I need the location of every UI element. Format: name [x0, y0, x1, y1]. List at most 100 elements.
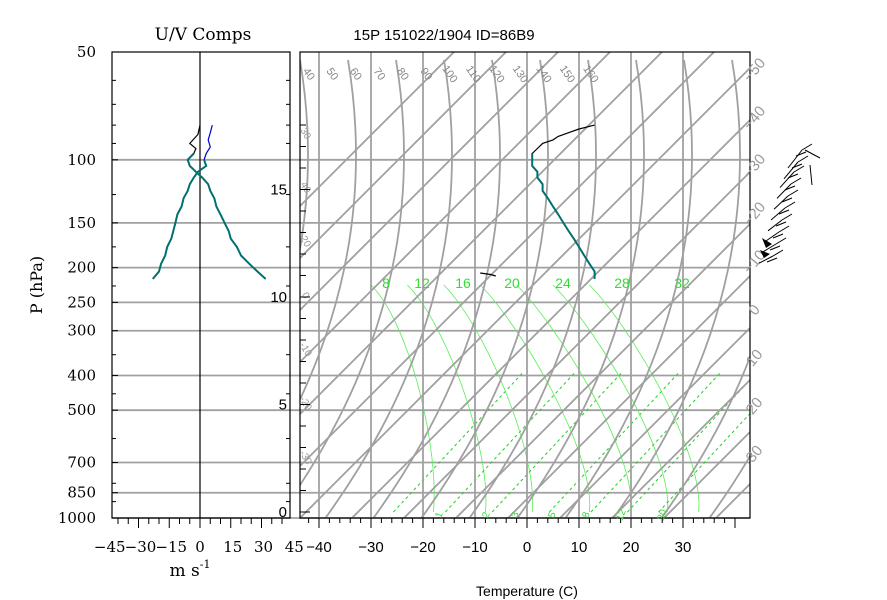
wind-barb-shaft	[779, 171, 795, 188]
wind-barb-feather	[790, 177, 802, 185]
wind-barb-feather	[801, 143, 813, 151]
skewed-isotherm	[300, 52, 559, 312]
mixing-ratio-dashed-line	[549, 371, 680, 513]
uv-y-tick-label: 150	[67, 214, 96, 232]
mixing-ratio-dashed-line	[627, 379, 750, 513]
skewt-x-tick-label: −20	[410, 539, 435, 556]
skewt-x-tick-label: −30	[358, 539, 383, 556]
wind-barb-feather	[787, 189, 799, 197]
skewt-x-tick-label: −40	[306, 539, 331, 556]
theta-label: 160	[580, 63, 600, 85]
height-tick-label: 5	[279, 397, 287, 414]
wind-barb-feather	[809, 164, 813, 186]
skewed-isotherm	[663, 430, 750, 518]
uv-x-tick-label: 30	[254, 538, 273, 556]
uv-grid	[112, 158, 750, 519]
wind-barb-feather	[804, 149, 821, 159]
uv-x-tick-label: 0	[195, 538, 205, 556]
uv-x-tick-label: 15	[223, 538, 242, 556]
isotherm-label: 20	[743, 394, 767, 418]
skewt-x-tick-label: 30	[675, 539, 692, 556]
skewt-plot-area	[36, 52, 750, 520]
uv-y-tick-label: 500	[67, 401, 96, 419]
wind-barb-shaft	[770, 207, 786, 221]
uv-y-tick-label: 250	[67, 293, 96, 311]
uv-y-tick-label: 50	[77, 43, 96, 61]
uv-profile-line	[152, 159, 208, 280]
wind-barb-feather	[781, 197, 793, 203]
wind-barb-feather	[778, 225, 790, 233]
mixing-ratio-dashed-line	[393, 371, 524, 513]
wind-barb-shaft	[773, 195, 789, 210]
uv-y-tick-label: 300	[67, 322, 96, 340]
wind-barb-feather	[778, 209, 790, 215]
theta-label: 110	[463, 64, 483, 85]
skewt-x-tick-label: 10	[571, 539, 588, 556]
adiabat-label: 20	[298, 234, 313, 250]
mixing-ratio-line	[370, 284, 435, 513]
adiabat-label: 0	[299, 291, 312, 302]
skewed-isotherm	[559, 326, 750, 518]
wind-barb-feather	[787, 173, 799, 179]
mixing-ratio-line	[552, 284, 668, 513]
mixing-ratio-dashed-line	[658, 412, 750, 513]
uv-x-axis-label: m s-1	[170, 558, 211, 581]
mixing-ratio-bottom-label: 1	[434, 510, 446, 519]
wind-barb-feather	[766, 257, 778, 263]
wind-barb-shaft	[783, 161, 799, 180]
skewt-panel: 15P 151022/1904 ID=86B9 40 50 60 70 80 90 100 1…	[36, 27, 769, 599]
uv-profile-line	[187, 124, 267, 280]
skewed-isotherm	[351, 118, 750, 518]
dry-adiabat	[516, 59, 645, 518]
wind-barb-feather	[793, 165, 805, 173]
dry-adiabat	[420, 59, 549, 518]
skewt-title: 15P 151022/1904 ID=86B9	[353, 27, 534, 44]
uv-profile-line	[186, 152, 267, 280]
mixing-ratio-bottom-label: 8	[581, 510, 593, 519]
dry-adiabat	[84, 60, 212, 520]
skewt-x-tick-label: 0	[523, 539, 531, 556]
skewed-isotherm	[300, 52, 507, 260]
skewed-isotherm	[455, 222, 750, 518]
skewt-x-tick-label: 20	[623, 539, 640, 556]
mixing-ratio-label: 16	[455, 275, 471, 291]
mixing-ratio-label: 28	[614, 275, 630, 291]
mixing-ratio-bottom-label: 2	[481, 510, 493, 519]
wind-barb-shaft	[758, 255, 774, 264]
uv-x-tick-label: −30	[125, 538, 157, 556]
uv-frame	[111, 51, 291, 519]
wind-barb-feather	[775, 237, 787, 245]
skewed-isotherm	[611, 378, 750, 518]
uv-title: U/V Comps	[155, 25, 252, 45]
wind-barb-feather	[772, 233, 784, 239]
skewt-x-tick-label: −10	[462, 539, 487, 556]
mixing-ratio-bottom-label: 20	[656, 508, 670, 523]
isotherm-label: −20	[740, 199, 769, 229]
wind-barb-feather	[791, 163, 803, 169]
uv-y-tick-label: 400	[67, 366, 96, 384]
adiabat-label: 40	[298, 180, 313, 196]
theta-label: 120	[486, 63, 506, 85]
theta-label: 100	[439, 63, 459, 85]
skewed-isotherm	[300, 52, 455, 208]
isotherm-label: −50	[740, 55, 769, 85]
mixing-ratio-dashed-line	[590, 371, 722, 513]
dry-adiabat	[132, 60, 260, 520]
dry-adiabat	[468, 59, 597, 518]
theta-label: 150	[557, 63, 577, 85]
uv-x-tick-label: −15	[155, 538, 187, 556]
mixing-ratio-label: 8	[382, 275, 390, 291]
wind-barb-feather	[784, 185, 796, 191]
isotherm-label: −40	[740, 103, 769, 133]
theta-label: 40	[300, 66, 317, 83]
dry-adiabat	[36, 60, 164, 520]
isotherm-label: −10	[740, 247, 769, 277]
wind-barbs	[758, 143, 821, 264]
theta-label: 70	[371, 66, 388, 83]
uv-y-tick-label: 700	[67, 454, 96, 472]
mixing-ratio-bottom-label: 3	[510, 510, 522, 519]
uv-series	[152, 124, 267, 280]
